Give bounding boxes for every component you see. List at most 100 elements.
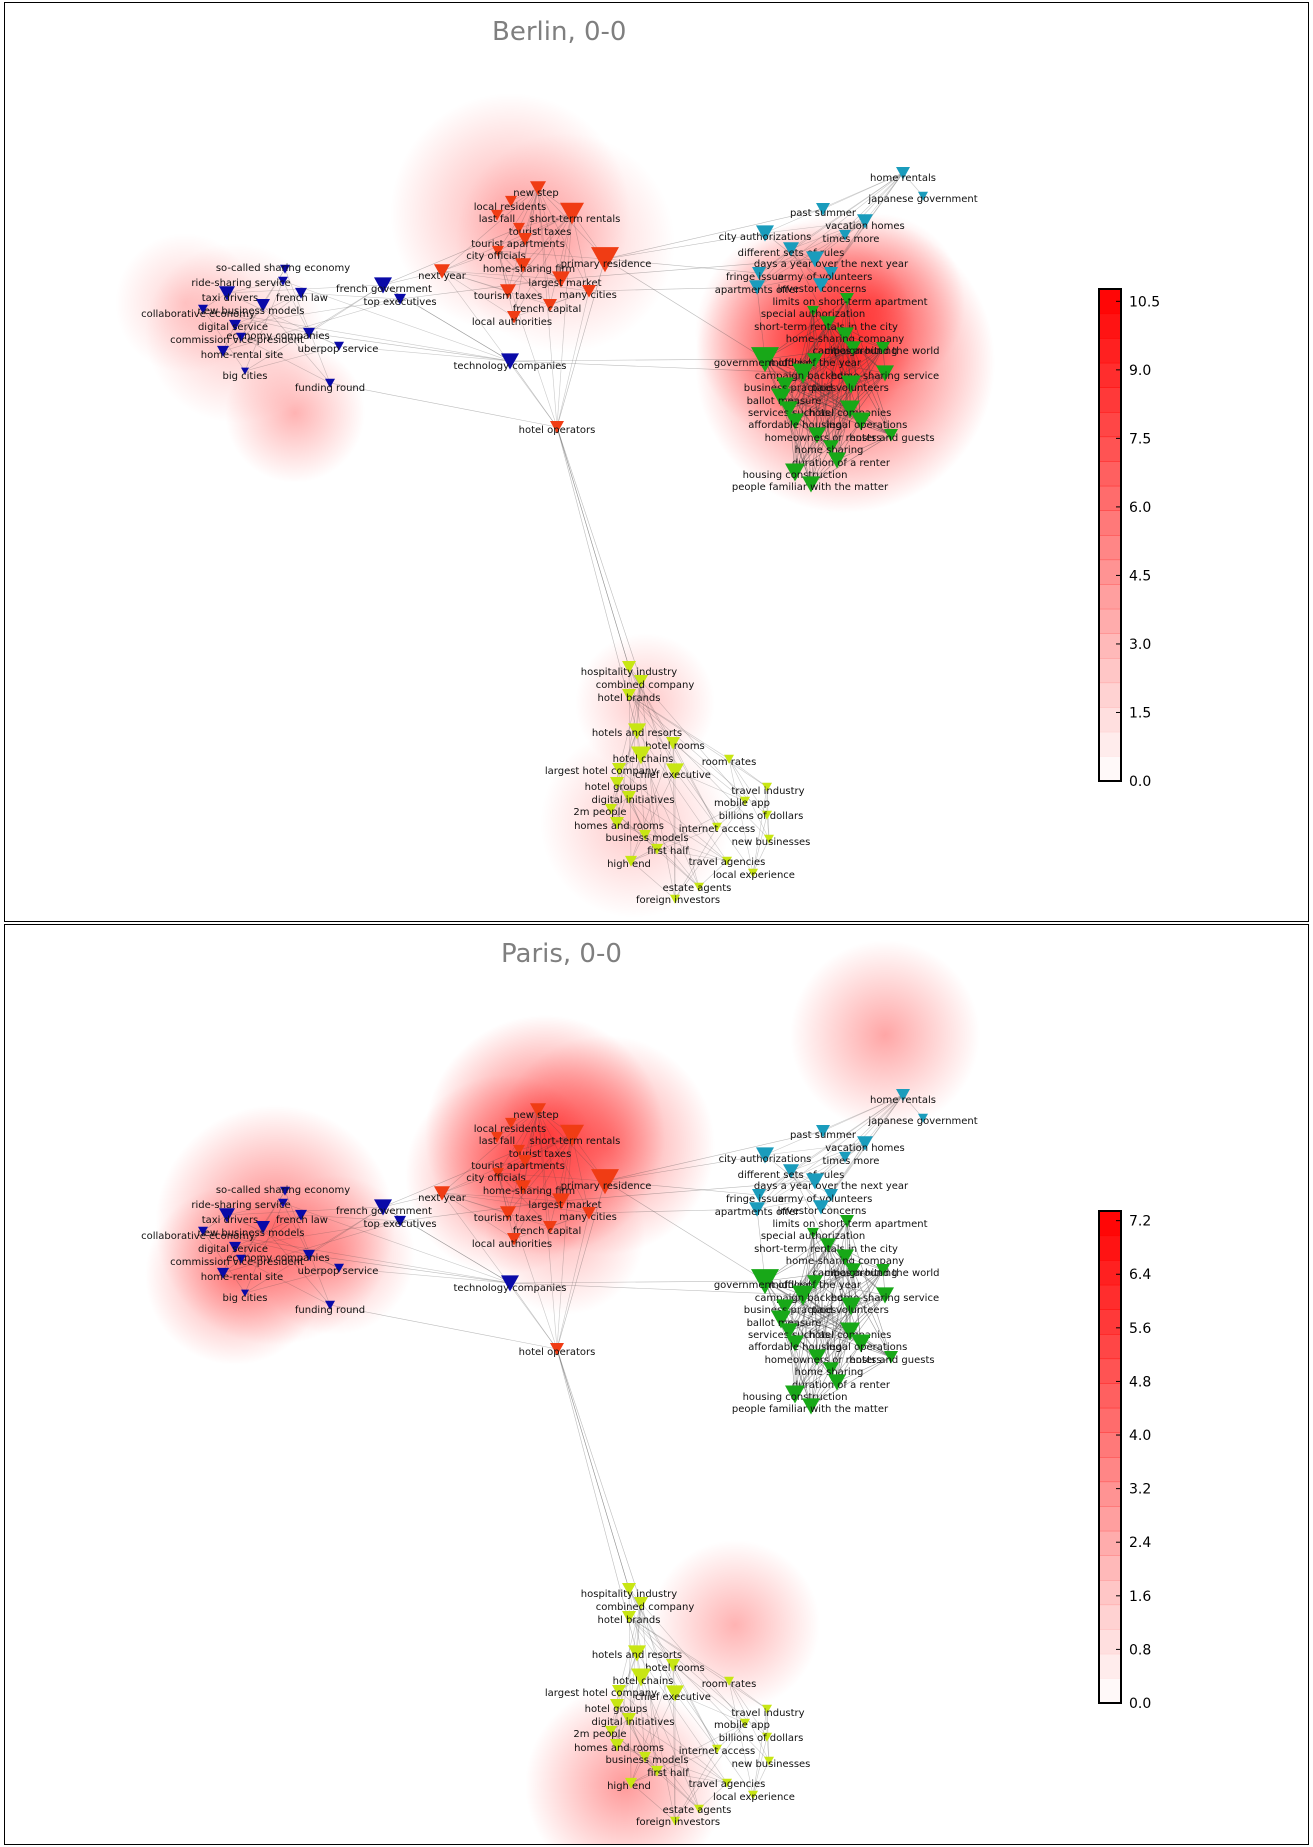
- node-marker: [807, 305, 819, 317]
- node-label: city authorizations: [719, 232, 812, 243]
- node-marker: [634, 1597, 648, 1610]
- edge: [780, 1318, 851, 1332]
- edge: [752, 838, 770, 874]
- node-marker: [560, 1124, 584, 1147]
- node-marker: [762, 1732, 772, 1742]
- edge: [441, 1192, 558, 1350]
- node-label: special authorization: [761, 1231, 865, 1242]
- node-marker: [828, 452, 846, 469]
- edge: [282, 280, 310, 334]
- edge: [630, 1782, 676, 1822]
- node-marker: [530, 181, 546, 196]
- edge: [524, 187, 539, 240]
- edge: [728, 758, 754, 874]
- edge: [628, 796, 646, 836]
- node-label: estate agents: [663, 883, 732, 894]
- node-label: high end: [607, 859, 651, 870]
- edge: [441, 270, 590, 292]
- edge: [628, 666, 746, 802]
- node-label: local experience: [713, 870, 795, 881]
- edge: [794, 1269, 884, 1344]
- node-label: tourist taxes: [509, 1149, 572, 1160]
- edge: [628, 796, 728, 862]
- edge: [794, 347, 884, 473]
- edge: [244, 1202, 284, 1294]
- node-marker: [229, 319, 241, 331]
- edge: [794, 1294, 886, 1344]
- node-label: new step: [513, 1110, 558, 1121]
- node-label: people familiar with the matter: [732, 482, 889, 493]
- node-label: largest market: [528, 1200, 601, 1211]
- edge: [728, 1680, 768, 1710]
- node-label: travel agencies: [689, 1779, 766, 1790]
- node-marker: [256, 1221, 270, 1234]
- colorbar-band: [1099, 707, 1121, 733]
- node-marker: [217, 1267, 229, 1279]
- edge: [758, 1094, 904, 1196]
- edge: [308, 332, 340, 347]
- blue-cluster: so-called sharing economy ride-sharing se…: [141, 263, 566, 394]
- colorbar-tick-label: 10.5: [1129, 294, 1160, 310]
- colorbar-band: [1099, 510, 1121, 536]
- node-marker: [631, 1668, 651, 1687]
- edge: [441, 1192, 515, 1240]
- heat-blob: [650, 1540, 820, 1710]
- node-marker: [198, 1226, 208, 1236]
- node-label: limits on short-term apartment: [772, 297, 927, 308]
- node-label: home-sharing company: [786, 334, 905, 345]
- edge: [790, 1142, 866, 1172]
- edge: [616, 730, 638, 784]
- node-label: vacation homes: [825, 1143, 905, 1154]
- node-marker: [500, 1206, 516, 1221]
- edge: [509, 1280, 766, 1284]
- edge: [628, 1616, 768, 1710]
- edge: [588, 286, 758, 292]
- edge: [537, 1109, 590, 1214]
- node-marker: [748, 868, 758, 878]
- edge: [441, 270, 562, 280]
- edge: [537, 1109, 551, 1228]
- edge: [226, 1214, 340, 1269]
- edge: [537, 1109, 558, 1350]
- edge: [616, 822, 646, 836]
- node-label: investor concerns: [778, 284, 867, 295]
- node-marker: [670, 894, 680, 904]
- yellow-cluster: hospitality industry combined company hote…: [545, 661, 810, 906]
- edge: [728, 758, 768, 816]
- node-marker: [666, 737, 680, 750]
- node-label: last fall: [479, 214, 515, 225]
- edge: [788, 1305, 852, 1332]
- edge: [522, 1109, 539, 1188]
- edge: [814, 1142, 866, 1182]
- colorbar-tick-label: 5.6: [1129, 1321, 1151, 1337]
- node-marker: [785, 1385, 805, 1404]
- node-label: local authorities: [472, 1239, 552, 1250]
- edge: [560, 1134, 573, 1202]
- edge: [640, 1676, 700, 1810]
- edge: [794, 334, 846, 422]
- edge: [262, 304, 331, 384]
- edge: [300, 1214, 401, 1222]
- edge: [513, 1134, 573, 1240]
- edge: [441, 270, 558, 428]
- colorbar-band: [1099, 682, 1121, 708]
- node-marker: [582, 285, 596, 298]
- colorbar-band: [1099, 485, 1121, 511]
- node-label: funding round: [295, 1305, 365, 1316]
- edge: [382, 284, 511, 362]
- node-label: homes and rooms: [574, 1743, 664, 1754]
- edge: [846, 298, 892, 436]
- node-label: many cities: [559, 290, 617, 301]
- node-marker: [666, 1659, 680, 1672]
- edge: [329, 382, 558, 428]
- heat-blob: [225, 343, 365, 483]
- node-marker: [823, 1362, 839, 1377]
- node-label: city officials: [466, 1173, 525, 1184]
- edge: [810, 347, 854, 485]
- edge: [636, 1652, 728, 1784]
- edge: [758, 1142, 866, 1196]
- colorbar-tick-label: 9.0: [1129, 363, 1151, 379]
- node-marker: [749, 280, 765, 295]
- edge: [822, 172, 904, 210]
- edge: [610, 1730, 658, 1772]
